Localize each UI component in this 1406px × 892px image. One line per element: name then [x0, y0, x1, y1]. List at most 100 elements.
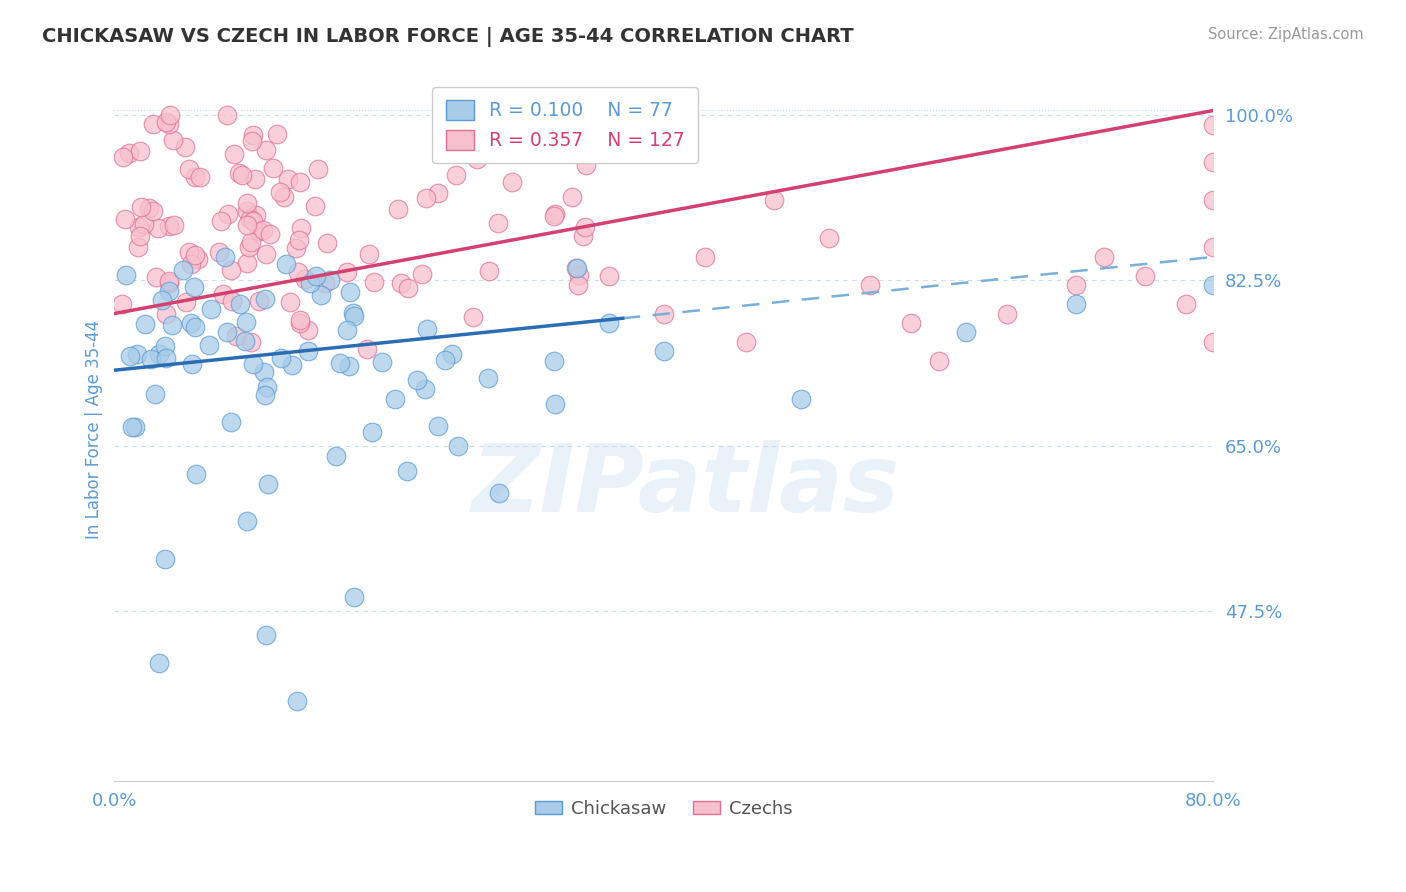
Point: [188, 169, 211, 184]
Point: [247, 224, 270, 238]
Point: [434, 353, 457, 368]
Point: [1064, 297, 1087, 311]
Point: [444, 168, 467, 182]
Point: [253, 365, 276, 379]
Point: [280, 295, 302, 310]
Point: [318, 272, 340, 286]
Point: [995, 306, 1018, 320]
Point: [138, 202, 160, 216]
Point: [342, 306, 364, 320]
Point: [177, 162, 200, 177]
Point: [155, 115, 177, 129]
Point: [174, 294, 197, 309]
Point: [155, 351, 177, 366]
Point: [316, 236, 339, 251]
Point: [270, 351, 292, 366]
Point: [142, 117, 165, 131]
Point: [254, 246, 277, 260]
Point: [544, 207, 567, 221]
Point: [231, 168, 253, 182]
Point: [148, 656, 170, 670]
Point: [463, 310, 485, 324]
Point: [183, 320, 205, 334]
Point: [928, 353, 950, 368]
Point: [236, 218, 259, 232]
Point: [240, 134, 263, 148]
Point: [187, 252, 209, 266]
Point: [287, 265, 309, 279]
Point: [157, 276, 180, 290]
Point: [277, 172, 299, 186]
Point: [245, 208, 267, 222]
Point: [157, 284, 180, 298]
Point: [257, 476, 280, 491]
Point: [139, 352, 162, 367]
Point: [501, 175, 523, 189]
Point: [508, 120, 530, 135]
Point: [162, 133, 184, 147]
Point: [219, 415, 242, 429]
Point: [214, 250, 236, 264]
Point: [242, 357, 264, 371]
Point: [174, 140, 197, 154]
Point: [955, 326, 977, 340]
Point: [384, 392, 406, 406]
Point: [396, 464, 419, 478]
Point: [233, 334, 256, 348]
Point: [200, 301, 222, 316]
Point: [1175, 297, 1198, 311]
Point: [294, 272, 316, 286]
Point: [127, 239, 149, 253]
Point: [565, 260, 588, 275]
Point: [411, 267, 433, 281]
Point: [179, 245, 201, 260]
Point: [157, 274, 180, 288]
Point: [131, 200, 153, 214]
Point: [568, 268, 591, 282]
Point: [273, 190, 295, 204]
Point: [236, 204, 259, 219]
Point: [405, 373, 427, 387]
Point: [180, 358, 202, 372]
Point: [254, 627, 277, 641]
Point: [359, 246, 381, 260]
Point: [159, 117, 181, 131]
Point: [1064, 278, 1087, 293]
Point: [762, 193, 785, 207]
Point: [288, 233, 311, 247]
Point: [162, 318, 184, 332]
Point: [339, 359, 361, 373]
Point: [363, 275, 385, 289]
Point: [285, 240, 308, 254]
Point: [695, 250, 717, 264]
Point: [735, 334, 758, 349]
Point: [229, 296, 252, 310]
Point: [163, 218, 186, 232]
Point: [159, 219, 181, 233]
Point: [543, 209, 565, 223]
Point: [236, 196, 259, 211]
Point: [132, 217, 155, 231]
Point: [183, 170, 205, 185]
Text: ZIPatlas: ZIPatlas: [472, 440, 900, 532]
Point: [652, 344, 675, 359]
Point: [1202, 278, 1225, 293]
Y-axis label: In Labor Force | Age 35-44: In Labor Force | Age 35-44: [86, 319, 103, 539]
Point: [413, 382, 436, 396]
Text: Source: ZipAtlas.com: Source: ZipAtlas.com: [1208, 27, 1364, 42]
Point: [567, 278, 589, 293]
Point: [426, 419, 449, 434]
Point: [142, 203, 165, 218]
Point: [336, 323, 359, 337]
Point: [125, 347, 148, 361]
Point: [304, 198, 326, 212]
Point: [288, 316, 311, 330]
Point: [183, 248, 205, 262]
Point: [224, 146, 246, 161]
Point: [236, 256, 259, 270]
Point: [290, 220, 312, 235]
Point: [252, 222, 274, 236]
Point: [236, 514, 259, 528]
Point: [219, 263, 242, 277]
Point: [465, 153, 488, 167]
